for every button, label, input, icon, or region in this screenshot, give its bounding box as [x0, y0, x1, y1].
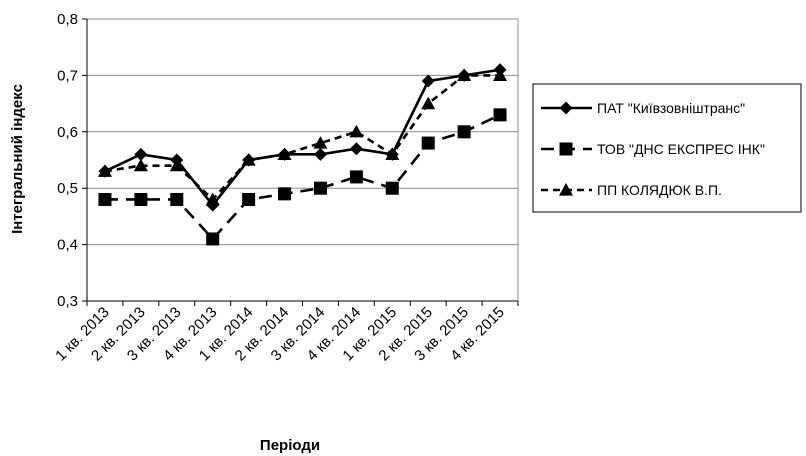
- legend: ПАТ "Київзовніштранс" ТОВ "ДНС ЕКСПРЕС ІН…: [533, 84, 801, 212]
- series-line: [105, 70, 500, 205]
- legend-marker: [560, 143, 573, 156]
- series-group: [98, 63, 507, 245]
- legend-label: ПП КОЛЯДЮК В.П.: [597, 182, 722, 198]
- y-tick-label: 0,7: [57, 67, 78, 84]
- y-tick-label: 0,6: [57, 124, 78, 141]
- data-point: [242, 193, 255, 206]
- series-2: [98, 108, 506, 245]
- plot-area-border: [87, 19, 518, 301]
- data-point: [349, 125, 363, 138]
- y-tick-label: 0,8: [57, 11, 78, 28]
- data-point: [278, 187, 291, 200]
- x-axis-title: Періоди: [260, 437, 320, 454]
- data-point: [314, 182, 327, 195]
- data-point: [386, 182, 399, 195]
- data-point: [422, 75, 435, 88]
- axes: [82, 19, 518, 306]
- data-point: [458, 125, 471, 138]
- data-point: [350, 170, 363, 183]
- data-point: [98, 193, 111, 206]
- data-point: [314, 148, 327, 161]
- x-tick-labels: 1 кв. 20132 кв. 20133 кв. 20134 кв. 2013…: [52, 304, 508, 365]
- data-point: [350, 142, 363, 155]
- series-line: [105, 115, 500, 239]
- data-point: [422, 137, 435, 150]
- data-point: [206, 232, 219, 245]
- y-tick-label: 0,3: [57, 293, 78, 310]
- series-line: [105, 75, 500, 199]
- data-point: [134, 193, 147, 206]
- y-tick-label: 0,4: [57, 237, 78, 254]
- data-point: [494, 108, 507, 121]
- legend-label: ТОВ "ДНС ЕКСПРЕС ІНК": [597, 141, 765, 157]
- y-tick-label: 0,5: [57, 180, 78, 197]
- legend-label: ПАТ "Київзовніштранс": [597, 100, 745, 116]
- y-tick-labels: 0,3 0,4 0,5 0,6 0,7 0,8: [57, 11, 78, 310]
- gridlines: [87, 19, 518, 301]
- y-axis-title: Інтегральний індекс: [9, 84, 26, 234]
- data-point: [170, 193, 183, 206]
